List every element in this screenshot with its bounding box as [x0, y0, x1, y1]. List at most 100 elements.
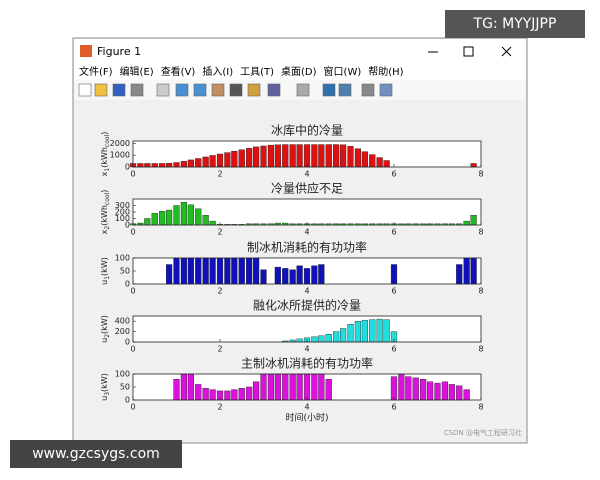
- y-axis-label-part: 3: [104, 392, 111, 396]
- bar: [333, 144, 340, 168]
- toolbar-icon[interactable]: [78, 83, 92, 97]
- bar: [463, 220, 470, 226]
- bar: [463, 257, 470, 285]
- watermark: TG: MYYJJPP: [473, 16, 557, 32]
- menu-item[interactable]: 帮助(H): [368, 65, 403, 78]
- y-axis-label: u1(kW): [100, 257, 112, 285]
- toolbar-icon[interactable]: [94, 83, 108, 97]
- x-tick-label: 2: [217, 345, 222, 354]
- y-tick-label: 100: [115, 214, 130, 223]
- y-tick-label: 2000: [110, 139, 130, 148]
- bar: [325, 379, 332, 401]
- x-tick-label: 4: [304, 287, 309, 296]
- bar: [420, 379, 427, 401]
- bar: [427, 381, 434, 401]
- menu-item[interactable]: 编辑(E): [120, 65, 154, 78]
- bar: [369, 154, 376, 168]
- bar: [187, 159, 194, 168]
- toolbar-icon[interactable]: [112, 83, 126, 97]
- x-tick-label: 4: [304, 403, 309, 412]
- menu-item[interactable]: 插入(I): [202, 65, 233, 78]
- bar: [137, 163, 144, 168]
- y-tick-label: 200: [115, 208, 130, 217]
- toolbar-icon[interactable]: [296, 83, 310, 97]
- bar: [151, 213, 158, 226]
- toolbar-icon[interactable]: [267, 83, 281, 97]
- bar: [282, 268, 289, 285]
- bar: [434, 382, 441, 401]
- bar: [340, 144, 347, 168]
- bar: [456, 385, 463, 401]
- x-tick-label: 0: [130, 170, 135, 179]
- x-tick-label: 0: [130, 345, 135, 354]
- bar: [246, 386, 253, 401]
- bar: [463, 389, 470, 401]
- bar: [289, 269, 296, 285]
- toolbar-icon[interactable]: [156, 83, 170, 97]
- bar: [260, 373, 267, 401]
- bar: [325, 144, 332, 168]
- bar: [318, 335, 325, 343]
- toolbar-icon[interactable]: [361, 83, 375, 97]
- bar: [456, 264, 463, 285]
- y-axis-label: x2(kWhcool): [100, 190, 112, 235]
- x-tick-label: 8: [478, 228, 483, 237]
- toolbar-icon[interactable]: [130, 83, 144, 97]
- bar: [202, 257, 209, 285]
- bar: [260, 145, 267, 168]
- bar: [246, 257, 253, 285]
- toolbar-icon[interactable]: [229, 83, 243, 97]
- toolbar-icon[interactable]: [211, 83, 225, 97]
- bar: [412, 377, 419, 401]
- menu-item[interactable]: 窗口(W): [324, 65, 362, 78]
- bar: [470, 257, 477, 285]
- menu-item[interactable]: 查看(V): [161, 65, 196, 78]
- bar: [282, 144, 289, 168]
- toolbar-icon[interactable]: [379, 83, 393, 97]
- bar: [303, 144, 311, 168]
- app-icon: [80, 45, 92, 57]
- bar: [296, 338, 303, 343]
- toolbar-icon[interactable]: [338, 83, 352, 97]
- y-axis-label-part: (kW): [100, 315, 109, 334]
- toolbar-icon[interactable]: [175, 83, 189, 97]
- x-tick-label: 4: [304, 170, 309, 179]
- bar: [274, 373, 281, 401]
- x-tick-label: 6: [391, 170, 396, 179]
- menu-item[interactable]: 文件(F): [79, 65, 113, 78]
- y-axis-label-part: 2: [104, 226, 111, 230]
- bar: [231, 150, 238, 168]
- maximize-button[interactable]: [463, 46, 474, 57]
- y-axis-label-part: x: [100, 229, 109, 234]
- x-tick-label: 4: [304, 345, 309, 354]
- window-title: Figure 1: [97, 45, 141, 58]
- bar: [361, 319, 368, 343]
- menu-item[interactable]: 工具(T): [240, 66, 274, 78]
- bar: [282, 373, 289, 401]
- y-tick-label: 100: [115, 370, 130, 379]
- bar: [173, 379, 180, 401]
- menu-item[interactable]: 桌面(D): [281, 65, 317, 78]
- bar: [209, 257, 216, 285]
- toolbar-icon[interactable]: [193, 83, 207, 97]
- watermark-box: [10, 440, 182, 468]
- y-tick-label: 1000: [110, 151, 130, 160]
- bar: [274, 266, 281, 285]
- toolbar-icon[interactable]: [322, 83, 336, 97]
- bar: [390, 376, 398, 401]
- bar: [470, 215, 477, 226]
- title-bar: [74, 39, 526, 64]
- bar: [144, 163, 151, 168]
- bar: [274, 144, 281, 168]
- bar: [202, 156, 209, 168]
- x-tick-label: 0: [130, 403, 135, 412]
- toolbar-icon[interactable]: [247, 83, 261, 97]
- bar: [354, 148, 361, 168]
- y-tick-label: 300: [115, 201, 130, 210]
- bar: [180, 373, 187, 401]
- x-tick-label: 8: [478, 403, 483, 412]
- close-button[interactable]: [501, 46, 512, 57]
- y-axis-label-part: (kWh: [100, 205, 109, 226]
